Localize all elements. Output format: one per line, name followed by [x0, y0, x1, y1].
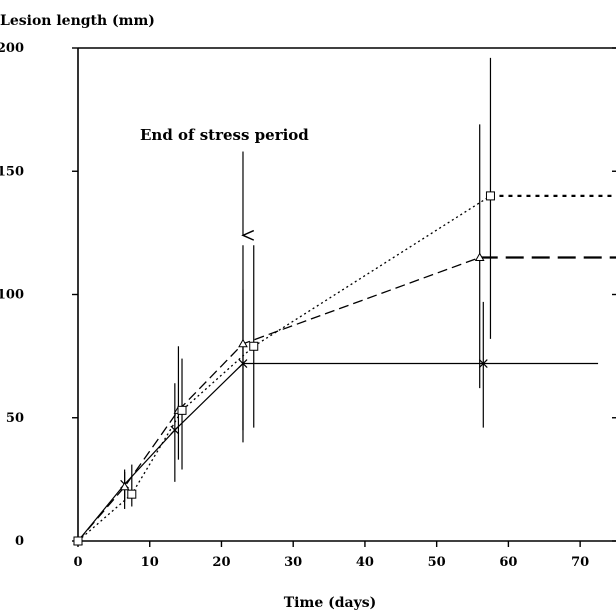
data-point-triangle: [238, 338, 248, 348]
ticks: 0 50 100 150 200 0 10 20 30 40 50 60 70: [0, 41, 616, 570]
x-tick-label: 0: [73, 555, 82, 570]
x-tick-label: 20: [212, 555, 230, 570]
series-line-solid: [77, 362, 484, 542]
y-tick-label: 0: [15, 534, 24, 549]
y-axis-title: Lesion length (mm): [0, 13, 155, 29]
series-line-dotted: [77, 195, 491, 542]
data-point-triangle: [474, 252, 485, 262]
series-markers: [73, 191, 495, 546]
data-point-x: [170, 425, 180, 435]
data-point-square: [73, 536, 83, 546]
data-point-square: [249, 341, 259, 351]
x-tick-label: 60: [499, 555, 517, 570]
x-tick-label: 30: [284, 555, 302, 570]
y-tick-label: 100: [0, 288, 24, 303]
x-axis-title: Time (days): [284, 595, 376, 611]
x-tick-label: 70: [571, 555, 589, 570]
y-tick-label: 50: [6, 411, 24, 426]
data-point-square: [485, 191, 495, 201]
data-point-triangle: [119, 481, 130, 491]
data-point-x: [478, 359, 488, 368]
annotation-text: End of stress period: [140, 126, 309, 144]
series-line-dashed: [77, 256, 480, 542]
axes: [77, 47, 616, 542]
x-tick-label: 10: [141, 555, 159, 570]
data-point-square: [127, 489, 137, 499]
data-point-x: [238, 359, 248, 368]
series-lines: [77, 194, 616, 542]
x-tick-label: 40: [356, 555, 374, 570]
data-point-square: [177, 405, 187, 415]
x-tick-label: 50: [428, 555, 446, 570]
y-tick-label: 150: [0, 164, 24, 179]
y-tick-label: 200: [0, 41, 24, 56]
end-of-stress-annotation: End of stress period: [140, 126, 309, 241]
